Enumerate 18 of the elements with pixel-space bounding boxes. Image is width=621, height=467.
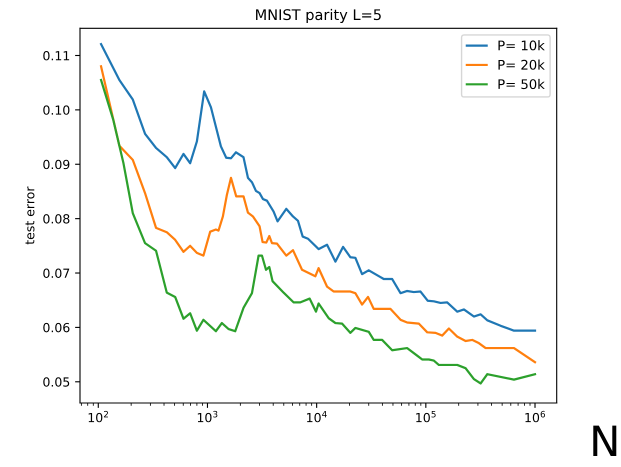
legend-label: P= 20k — [498, 60, 545, 70]
y-tick-label: 0.06 — [43, 322, 70, 332]
y-tick-label: 0.10 — [43, 105, 70, 115]
x-tick-label: 10$^{2}$ — [88, 410, 108, 422]
y-tick-label: 0.11 — [43, 50, 70, 60]
text: N — [593, 426, 616, 456]
y-tick-label: 0.08 — [43, 214, 70, 224]
y-tick-label: 0.09 — [43, 160, 70, 170]
x-tick-label: 10$^{5}$ — [416, 410, 436, 422]
y-tick-label: 0.05 — [43, 377, 70, 387]
x-tick-label: 10$^{4}$ — [307, 410, 327, 422]
legend-label: P= 50k — [498, 78, 545, 90]
y-tick-label: 0.07 — [43, 268, 70, 278]
y-axis-title: test error — [26, 186, 34, 244]
chart-title: MNIST parity L=5 — [256, 8, 381, 23]
legend-label: P= 10k — [498, 40, 545, 50]
x-tick-label: 10$^{6}$ — [525, 410, 546, 422]
x-tick-label: 10$^{3}$ — [198, 410, 218, 422]
